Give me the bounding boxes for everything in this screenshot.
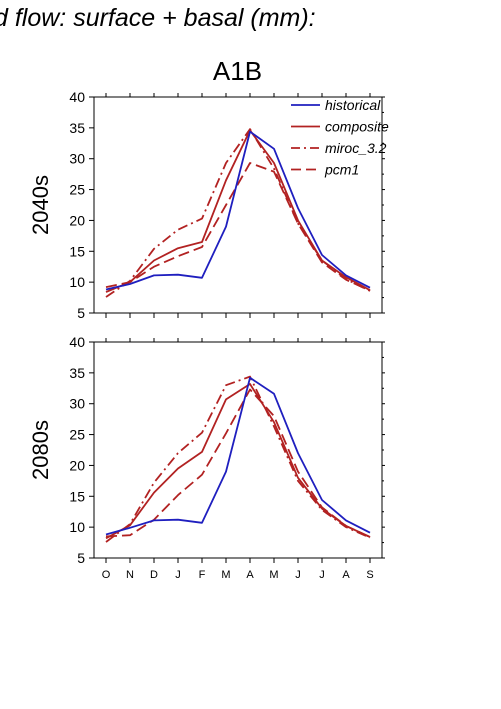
y-axis-label: 2080s xyxy=(28,420,53,480)
x-tick-label: S xyxy=(366,569,373,581)
x-tick-label: F xyxy=(199,569,206,581)
series-line-composite xyxy=(105,129,371,293)
x-tick-label: J xyxy=(295,569,301,581)
y-tick-label: 35 xyxy=(69,120,85,136)
y-tick-label: 25 xyxy=(69,427,85,443)
legend-label: pcm1 xyxy=(324,162,359,178)
x-tick-label: O xyxy=(102,569,111,581)
legend: historical composite miroc_3.2 pcm1 xyxy=(291,97,389,178)
x-tick-label: N xyxy=(126,569,134,581)
panel-2080s: 5 10 15 20 25 30 35 40 2080s O N D J F M A M J J A S xyxy=(28,334,385,581)
legend-label: composite xyxy=(325,119,389,135)
y-axis-label: 2040s xyxy=(28,175,53,235)
x-tick-label: A xyxy=(246,569,254,581)
x-tick-label: A xyxy=(342,569,350,581)
y-tick-label: 15 xyxy=(69,243,85,259)
series-line-historical xyxy=(105,130,371,291)
x-tick-label: D xyxy=(150,569,158,581)
y-tick-label: 5 xyxy=(77,550,85,566)
y-tick-label: 20 xyxy=(69,212,85,228)
y-tick-label: 15 xyxy=(69,488,85,504)
legend-label: miroc_3.2 xyxy=(325,140,387,156)
y-tick-label: 30 xyxy=(69,396,85,412)
y-tick-label: 25 xyxy=(69,182,85,198)
scenario-title: A1B xyxy=(212,56,263,86)
y-tick-label: 40 xyxy=(69,334,85,350)
page-title: d flow: surface + basal (mm): xyxy=(0,4,316,32)
x-tick-label: M xyxy=(269,569,278,581)
x-tick-label: J xyxy=(175,569,181,581)
y-tick-label: 10 xyxy=(69,519,85,535)
x-tick-label: J xyxy=(319,569,325,581)
y-tick-label: 10 xyxy=(69,274,85,290)
y-tick-label: 20 xyxy=(69,457,85,473)
y-tick-label: 30 xyxy=(69,151,85,167)
series-line-historical xyxy=(105,376,371,536)
y-tick-label: 35 xyxy=(69,365,85,381)
legend-label: historical xyxy=(325,97,381,113)
x-tick-label: M xyxy=(221,569,230,581)
series-line-composite xyxy=(105,383,371,540)
panel-2040s: 5 10 15 20 25 30 35 40 2040s xyxy=(28,89,385,321)
y-tick-label: 5 xyxy=(77,305,85,321)
series-line-pcm1 xyxy=(105,162,371,292)
series-line-miroc-3-2 xyxy=(105,375,371,543)
y-tick-label: 40 xyxy=(69,89,85,105)
